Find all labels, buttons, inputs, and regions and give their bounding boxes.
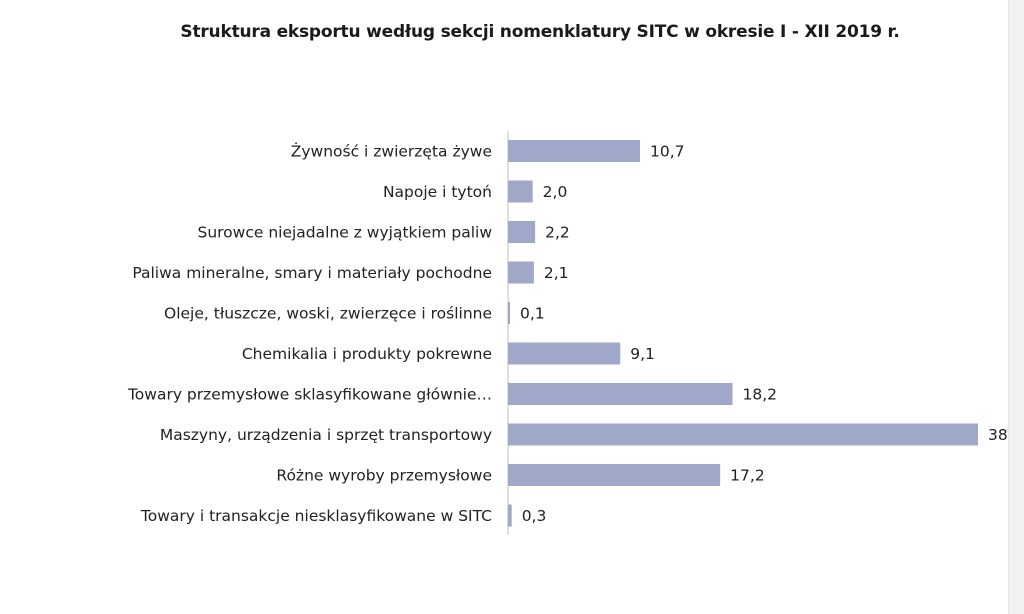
category-label: Towary i transakcje niesklasyfikowane w … (140, 507, 492, 525)
value-label: 9,1 (630, 345, 655, 363)
bar (508, 221, 536, 243)
category-label: Paliwa mineralne, smary i materiały poch… (132, 264, 492, 282)
value-label: 17,2 (730, 467, 765, 485)
category-label: Towary przemysłowe sklasyfikowane główni… (127, 386, 492, 404)
value-label: 2,0 (543, 183, 568, 201)
category-label: Żywność i zwierzęta żywe (291, 142, 492, 161)
bar (508, 423, 978, 446)
bar (508, 383, 733, 405)
bar (508, 464, 721, 486)
value-label: 38,1 (988, 426, 1008, 444)
bar (508, 342, 621, 365)
value-label: 0,3 (522, 507, 547, 525)
bar (508, 504, 512, 527)
value-label: 10,7 (650, 143, 685, 161)
value-label: 0,1 (520, 305, 545, 323)
category-label: Chemikalia i produkty pokrewne (242, 345, 492, 363)
bar (508, 140, 640, 162)
bar (508, 261, 534, 284)
category-label: Różne wyroby przemysłowe (276, 467, 492, 485)
value-label: 2,1 (544, 264, 569, 282)
chart-title: Struktura eksportu według sekcji nomenkl… (180, 22, 900, 42)
category-label: Oleje, tłuszcze, woski, zwierzęce i rośl… (164, 305, 492, 323)
category-label: Surowce niejadalne z wyjątkiem paliw (197, 224, 492, 242)
bar (508, 302, 510, 324)
category-label: Maszyny, urządzenia i sprzęt transportow… (160, 426, 492, 444)
value-label: 18,2 (743, 386, 778, 404)
bar (508, 180, 533, 203)
category-label: Napoje i tytoń (383, 183, 492, 201)
value-label: 2,2 (545, 224, 570, 242)
